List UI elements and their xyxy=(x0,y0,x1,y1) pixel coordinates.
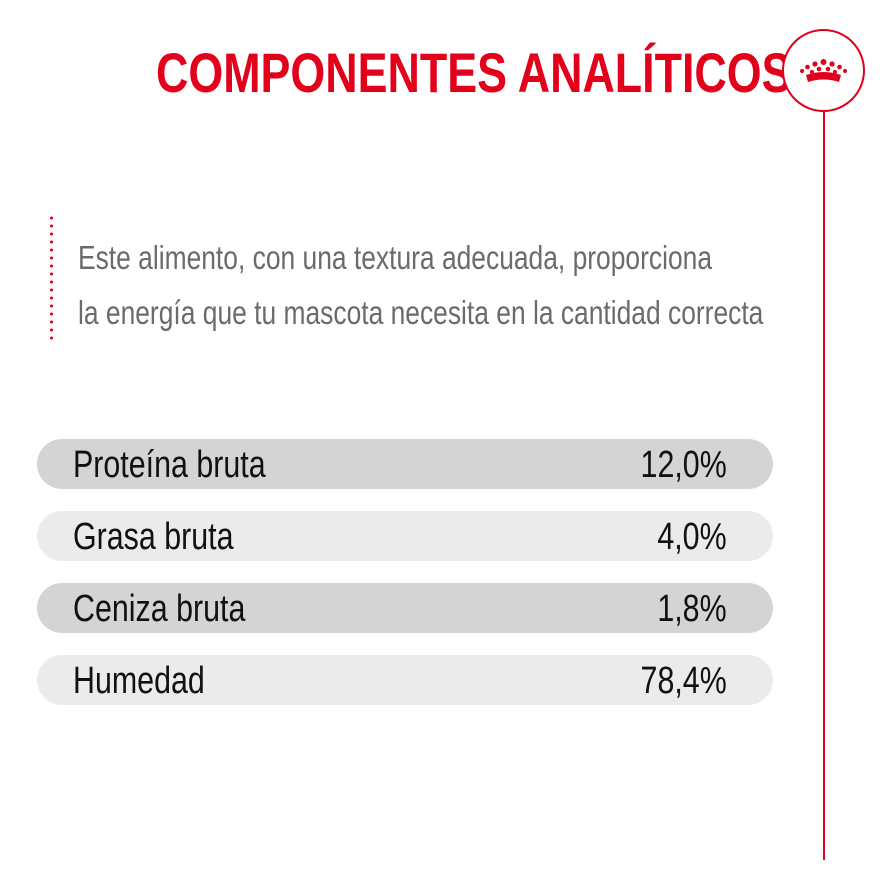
crown-icon xyxy=(800,59,847,82)
component-label: Ceniza bruta xyxy=(73,588,246,630)
component-value: 78,4% xyxy=(640,660,727,702)
description-line-1: Este alimento, con una textura adecuada,… xyxy=(78,239,713,276)
component-label: Humedad xyxy=(73,660,205,702)
description-line-2: la energía que tu mascota necesita en la… xyxy=(78,294,764,331)
component-label: Proteína bruta xyxy=(73,444,266,486)
page-title: COMPONENTES ANALÍTICOS xyxy=(156,41,792,104)
vertical-divider-line xyxy=(823,112,825,860)
components-table: Proteína bruta 12,0% Grasa bruta 4,0% Ce… xyxy=(37,439,773,727)
component-row-protein: Proteína bruta 12,0% xyxy=(37,439,773,489)
component-value: 12,0% xyxy=(640,444,727,486)
component-label: Grasa bruta xyxy=(73,516,234,558)
component-row-moisture: Humedad 78,4% xyxy=(37,655,773,705)
component-value: 4,0% xyxy=(657,516,727,558)
component-row-ash: Ceniza bruta 1,8% xyxy=(37,583,773,633)
component-value: 1,8% xyxy=(657,588,727,630)
brand-logo xyxy=(782,29,865,112)
dotted-accent-line xyxy=(50,214,53,342)
description: Este alimento, con una textura adecuada,… xyxy=(78,230,764,340)
component-row-fat: Grasa bruta 4,0% xyxy=(37,511,773,561)
